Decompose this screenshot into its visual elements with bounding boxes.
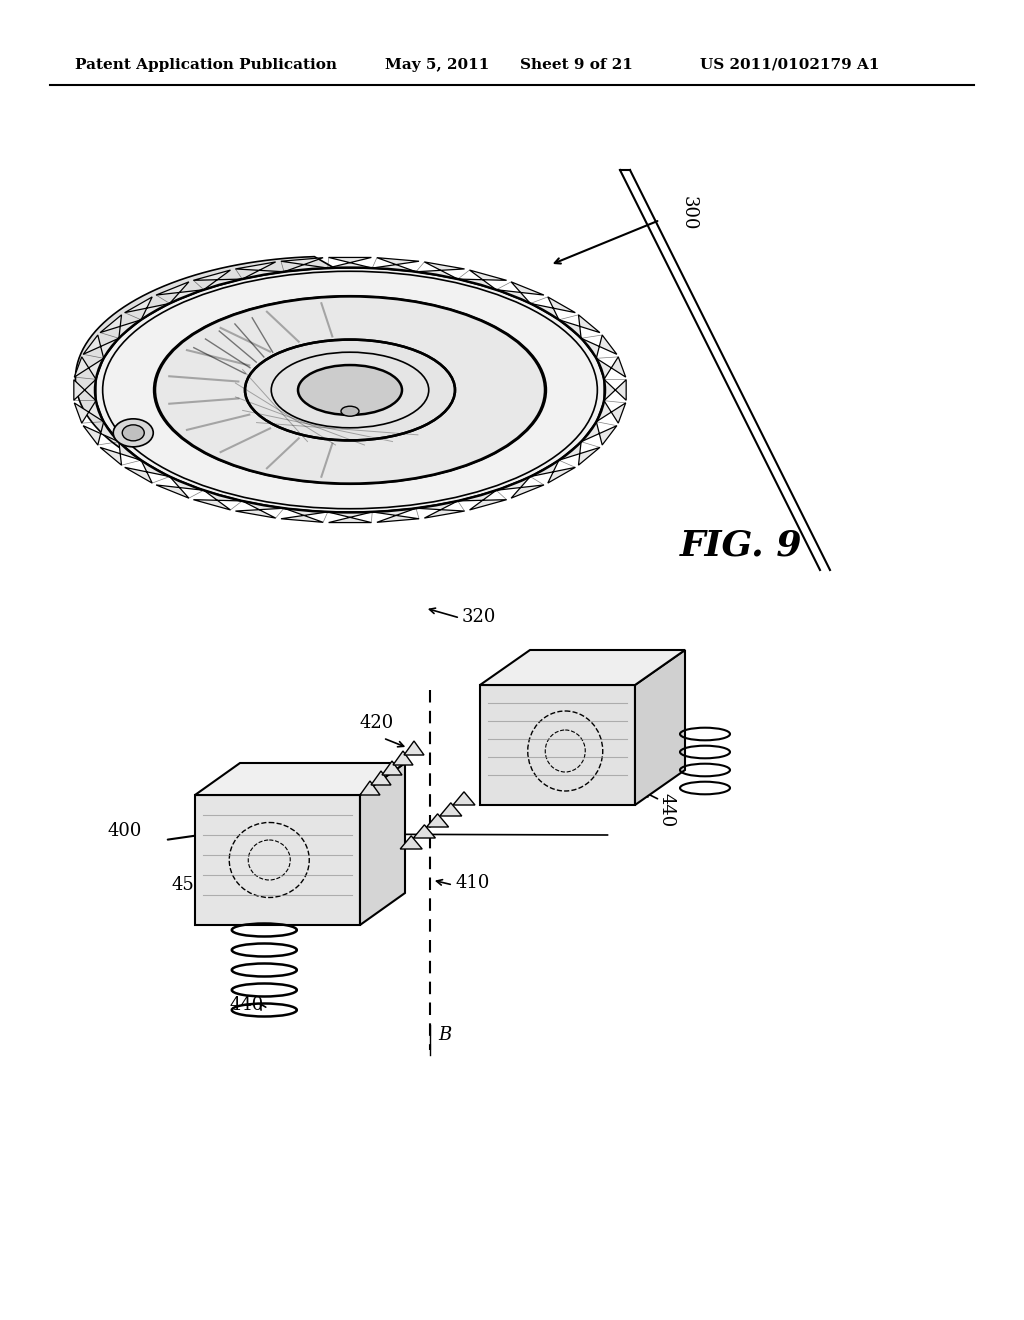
Text: 440: 440 <box>230 997 264 1014</box>
Polygon shape <box>559 315 600 338</box>
Polygon shape <box>635 649 685 805</box>
Text: 450: 450 <box>660 738 678 772</box>
Text: 410: 410 <box>455 874 489 892</box>
Polygon shape <box>74 379 96 401</box>
Polygon shape <box>400 836 422 849</box>
Polygon shape <box>75 356 103 379</box>
Polygon shape <box>497 477 544 498</box>
Polygon shape <box>328 512 373 523</box>
Polygon shape <box>75 401 103 424</box>
Ellipse shape <box>114 418 154 447</box>
Polygon shape <box>236 261 284 279</box>
Text: May 5, 2011: May 5, 2011 <box>385 58 489 73</box>
Polygon shape <box>100 315 141 338</box>
Polygon shape <box>83 335 119 358</box>
Polygon shape <box>281 257 328 272</box>
Polygon shape <box>382 762 402 775</box>
Ellipse shape <box>341 407 359 416</box>
Polygon shape <box>125 461 170 483</box>
Text: 440: 440 <box>658 793 676 828</box>
Polygon shape <box>360 763 406 925</box>
Polygon shape <box>414 825 435 838</box>
Polygon shape <box>195 795 360 925</box>
Text: 420: 420 <box>360 714 394 733</box>
Polygon shape <box>453 792 475 805</box>
Text: FIG. 9: FIG. 9 <box>680 528 803 562</box>
Polygon shape <box>236 500 284 517</box>
Polygon shape <box>83 421 119 445</box>
Polygon shape <box>604 379 626 401</box>
Polygon shape <box>281 508 328 523</box>
Text: 300: 300 <box>680 195 698 230</box>
Polygon shape <box>194 271 243 289</box>
Polygon shape <box>416 500 465 517</box>
Polygon shape <box>194 490 243 510</box>
Polygon shape <box>596 401 626 424</box>
Polygon shape <box>393 751 413 766</box>
Polygon shape <box>530 461 575 483</box>
Polygon shape <box>559 442 600 465</box>
Text: Sheet 9 of 21: Sheet 9 of 21 <box>520 58 633 73</box>
Ellipse shape <box>245 339 455 441</box>
Polygon shape <box>371 771 391 785</box>
Ellipse shape <box>155 297 545 483</box>
Polygon shape <box>480 685 635 805</box>
Text: 320: 320 <box>462 609 497 626</box>
Polygon shape <box>373 257 419 272</box>
Polygon shape <box>596 356 626 379</box>
Ellipse shape <box>298 366 402 414</box>
Polygon shape <box>373 508 419 523</box>
Polygon shape <box>439 803 462 816</box>
Text: B: B <box>438 1026 452 1044</box>
Polygon shape <box>135 286 319 482</box>
Polygon shape <box>530 297 575 319</box>
Text: Patent Application Publication: Patent Application Publication <box>75 58 337 73</box>
Polygon shape <box>360 781 380 795</box>
Polygon shape <box>156 282 204 304</box>
Text: 450: 450 <box>172 876 206 894</box>
Ellipse shape <box>122 425 144 441</box>
Polygon shape <box>404 741 424 755</box>
Polygon shape <box>480 649 685 685</box>
Polygon shape <box>581 335 616 358</box>
Polygon shape <box>458 271 507 289</box>
Polygon shape <box>195 763 406 795</box>
Polygon shape <box>416 261 465 279</box>
Polygon shape <box>76 256 334 512</box>
Polygon shape <box>458 490 507 510</box>
Polygon shape <box>100 442 141 465</box>
Text: 400: 400 <box>108 822 142 840</box>
Ellipse shape <box>95 268 605 512</box>
Text: US 2011/0102179 A1: US 2011/0102179 A1 <box>700 58 880 73</box>
Polygon shape <box>156 477 204 498</box>
Polygon shape <box>427 814 449 828</box>
Polygon shape <box>328 257 373 268</box>
Polygon shape <box>497 282 544 304</box>
Polygon shape <box>125 297 170 319</box>
Polygon shape <box>581 421 616 445</box>
